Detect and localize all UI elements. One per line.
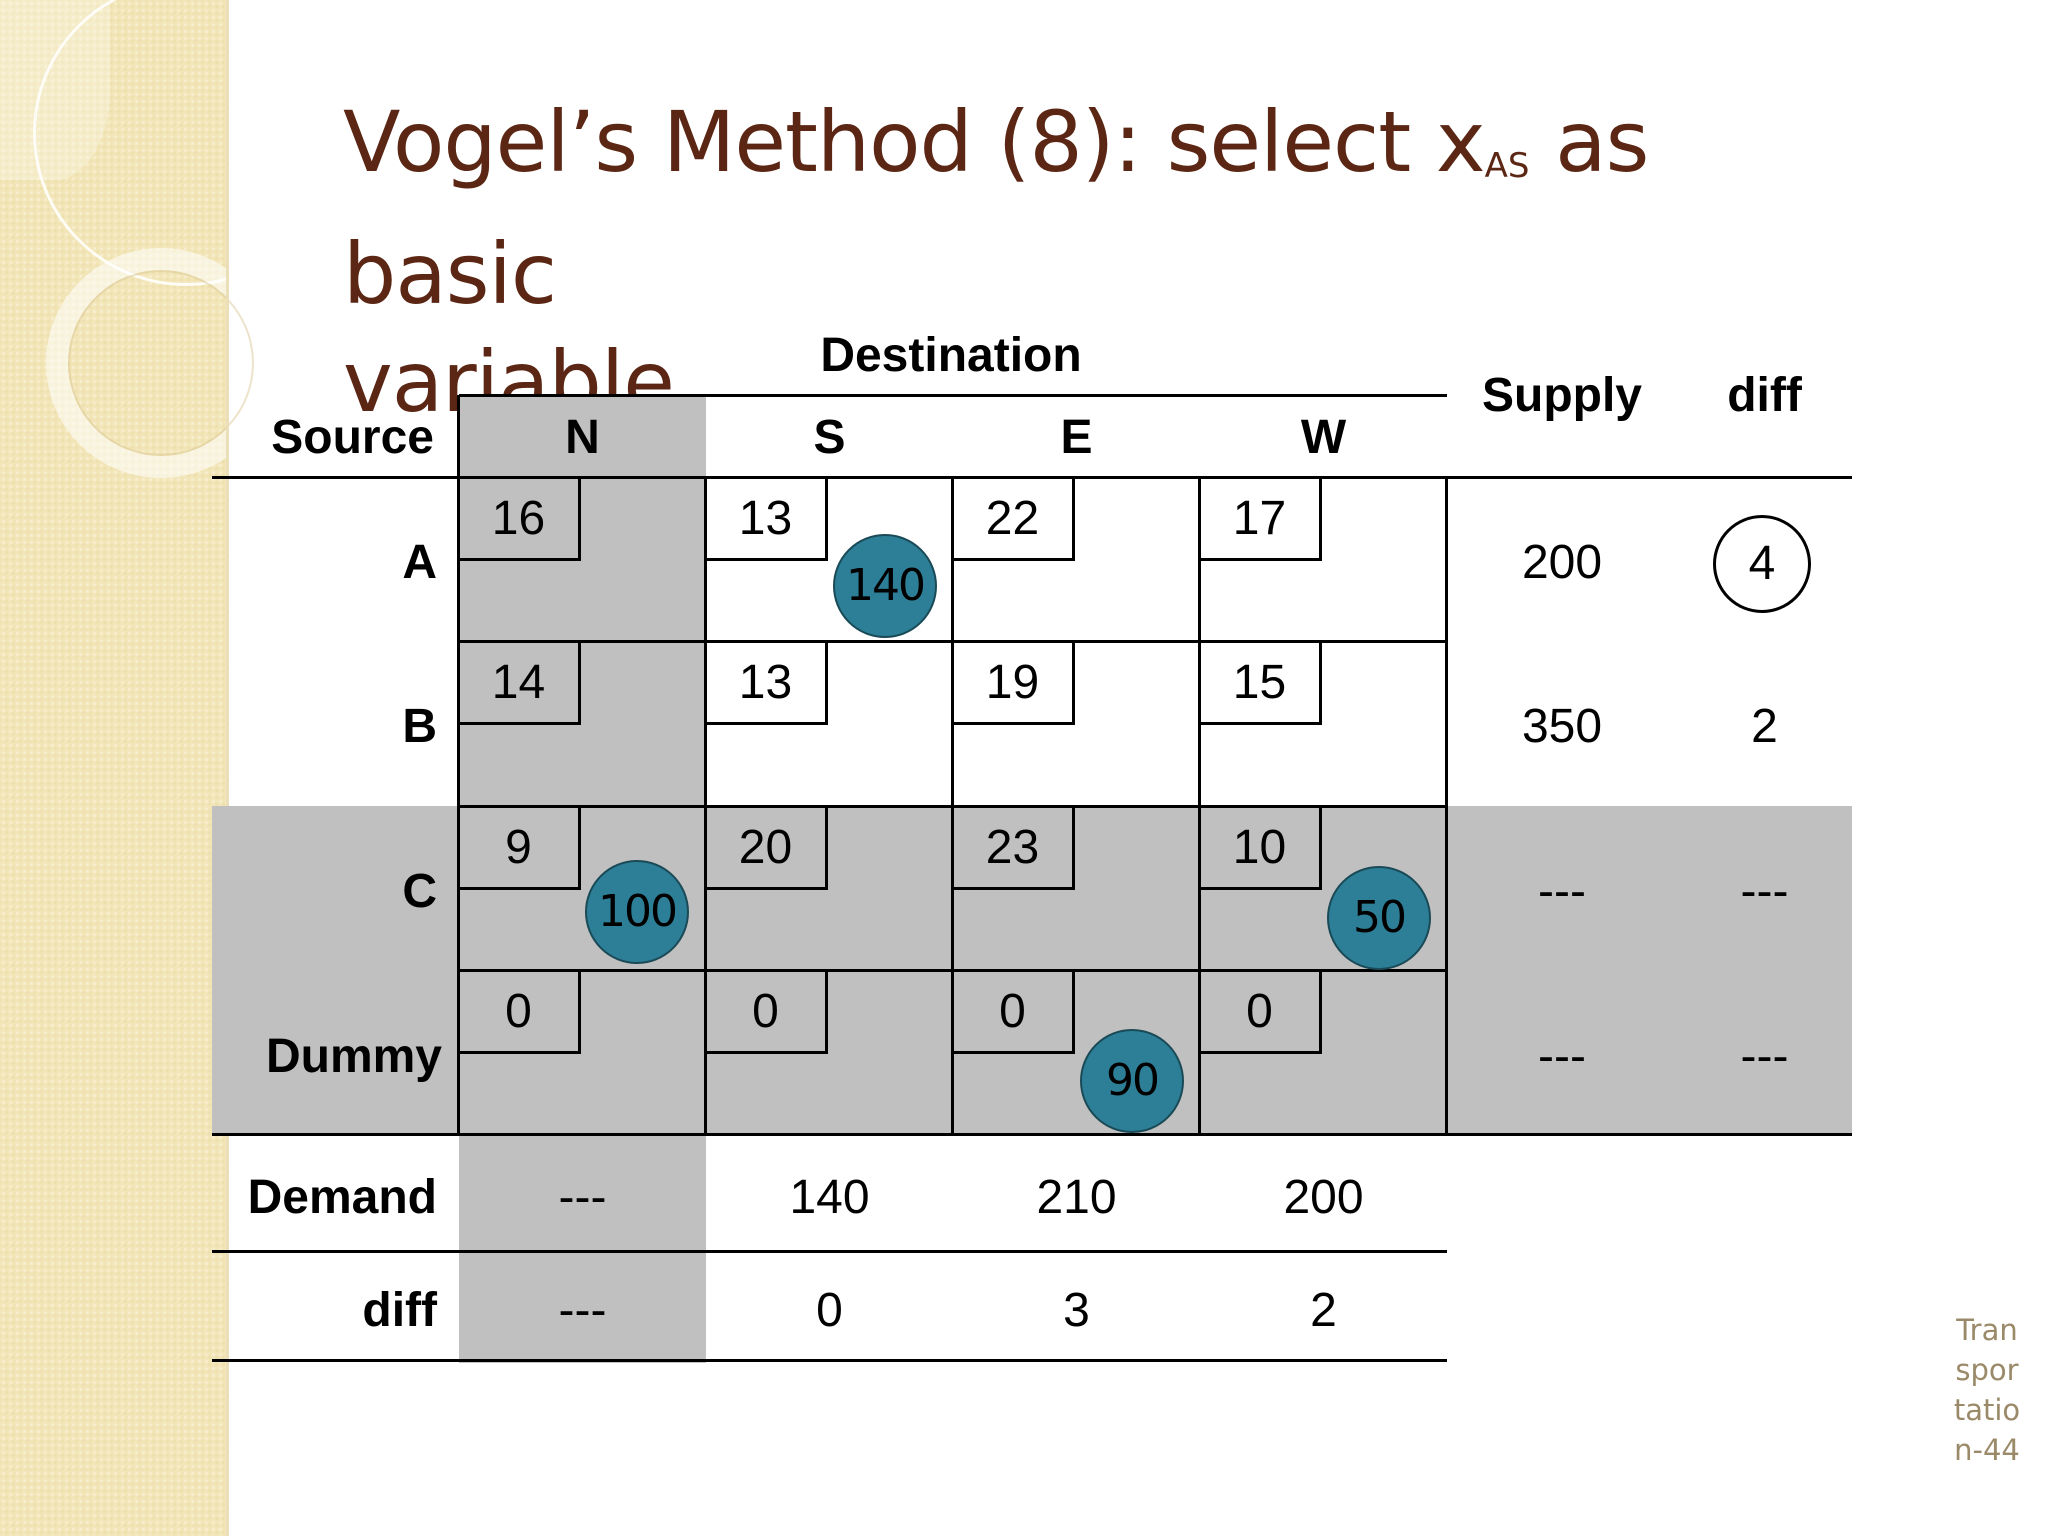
table-bottom-line (212, 1359, 1447, 1362)
body-bottom-line (212, 1133, 1852, 1136)
column-header-n: N (565, 411, 600, 464)
col-diff-label: diff (362, 1284, 437, 1337)
column-header-e: E (1060, 411, 1093, 464)
col-line-ew (1198, 476, 1201, 1136)
col-line-se (951, 476, 954, 1136)
cost-cell-a-w: 17 (1200, 479, 1322, 561)
cost-cell-a-s: 13 (706, 479, 828, 561)
title-text-rest: as basic (343, 93, 1649, 323)
col-line-ns (704, 476, 707, 1136)
demand-bottom-line (212, 1250, 1447, 1253)
header-bottom-line (212, 476, 1852, 479)
cost-cell-a-n: 16 (459, 479, 581, 561)
supply-value-dummy: --- (1538, 1030, 1586, 1083)
cost-cell-dummy-n: 0 (459, 972, 581, 1054)
cost-cell-b-w: 15 (1200, 643, 1322, 725)
source-header: Source (271, 411, 434, 464)
col-diff-s: 0 (816, 1284, 843, 1337)
col-diff-w: 2 (1310, 1284, 1337, 1337)
decorative-sidebar (0, 0, 339, 1536)
cost-cell-c-n: 9 (459, 808, 581, 890)
supply-header: Supply (1481, 369, 1642, 422)
row-diff-b: 2 (1751, 700, 1778, 753)
title-text: Vogel’s Method (8): select x (343, 93, 1486, 191)
cost-cell-a-e: 22 (953, 479, 1075, 561)
title-subscript: AS (1484, 146, 1530, 186)
row-label-c: C (402, 865, 437, 918)
cost-cell-b-s: 13 (706, 643, 828, 725)
col-diff-n: --- (558, 1284, 607, 1337)
row-label-b: B (402, 700, 437, 753)
allocation-bubble-a-s: 140 (833, 534, 937, 638)
diff-header: diff (1727, 369, 1802, 422)
allocation-bubble-dummy-e: 90 (1080, 1029, 1184, 1133)
demand-value-n: --- (558, 1171, 607, 1224)
row-label-a: A (402, 536, 437, 589)
supply-value-c: --- (1538, 865, 1586, 918)
row-diff-a-max-circled: 4 (1713, 515, 1811, 613)
sidebar-edge (226, 0, 229, 1536)
allocation-bubble-c-n: 100 (585, 860, 689, 964)
slide-title: Vogel’s Method (8): select xAS as basic v… (343, 88, 1843, 436)
col-line-right (1445, 476, 1448, 1136)
row-diff-c: --- (1740, 865, 1789, 918)
demand-value-w: 200 (1283, 1171, 1364, 1224)
cost-cell-c-e: 23 (953, 808, 1075, 890)
supply-value-b: 350 (1521, 700, 1603, 753)
cost-cell-b-n: 14 (459, 643, 581, 725)
column-header-s: S (813, 411, 846, 464)
demand-label: Demand (247, 1171, 437, 1224)
demand-value-s: 140 (789, 1171, 870, 1224)
cost-cell-c-s: 20 (706, 808, 828, 890)
demand-value-e: 210 (1036, 1171, 1117, 1224)
cost-cell-dummy-w: 0 (1200, 972, 1322, 1054)
slide-footer: Transportation-44 (1953, 1313, 2021, 1467)
cost-cell-dummy-e: 0 (953, 972, 1075, 1054)
col-line-left (457, 395, 460, 1136)
cost-cell-c-w: 10 (1200, 808, 1322, 890)
row-label-dummy: Dummy (265, 1030, 442, 1083)
column-header-w: W (1300, 411, 1347, 464)
decorative-ring-large (33, 0, 339, 286)
cost-cell-dummy-s: 0 (706, 972, 828, 1054)
destination-underline (459, 394, 1447, 397)
allocation-bubble-c-w: 50 (1327, 866, 1431, 970)
supply-value-a: 200 (1521, 536, 1603, 589)
destination-header: Destination (820, 329, 1082, 382)
cost-cell-b-e: 19 (953, 643, 1075, 725)
col-diff-e: 3 (1063, 1284, 1090, 1337)
row-diff-dummy: --- (1740, 1030, 1789, 1083)
